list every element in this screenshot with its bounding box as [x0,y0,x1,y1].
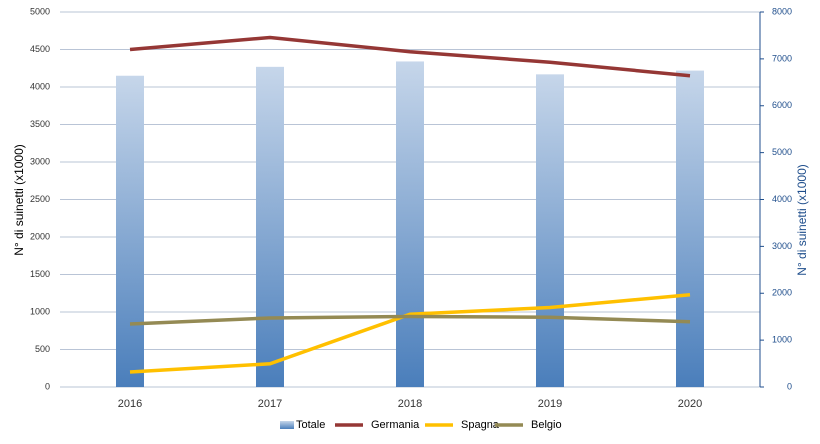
legend-label: Germania [371,419,420,431]
y2-tick-label: 6000 [772,100,792,110]
y-tick-label: 4500 [30,44,50,54]
bar [256,66,284,387]
legend-label: Spagna [461,419,500,431]
y-tick-label: 1500 [30,269,50,279]
legend-label: Totale [296,419,325,431]
y2-tick-label: 2000 [772,288,792,298]
x-tick-label: 2017 [258,398,282,410]
legend-swatch [280,421,294,429]
y-tick-label: 2000 [30,231,50,241]
y-tick-label: 0 [45,381,50,391]
y-tick-label: 2500 [30,194,50,204]
y-tick-label: 3000 [30,156,50,166]
bar [536,74,564,387]
y2-tick-label: 1000 [772,335,792,345]
line [129,293,691,374]
bar [116,75,144,387]
y2-tick-label: 4000 [772,194,792,204]
y-axis-label: N° di suinetti (x1000) [12,144,26,256]
y-tick-label: 4000 [30,81,50,91]
x-tick-label: 2020 [678,398,702,410]
y-tick-label: 500 [35,344,50,354]
y-tick-label: 1000 [30,306,50,316]
y2-tick-label: 7000 [772,53,792,63]
bar [396,61,424,387]
legend-label: Belgio [531,419,562,431]
line [129,314,691,326]
line [129,35,691,78]
y-tick-label: 3500 [30,119,50,129]
y-tick-label: 5000 [30,6,50,16]
y2-axis-label: N° di suinetti (x1000) [795,164,809,276]
x-tick-label: 2019 [538,398,562,410]
y2-tick-label: 3000 [772,241,792,251]
y2-tick-label: 8000 [772,6,792,16]
y2-tick-label: 5000 [772,147,792,157]
x-tick-label: 2016 [118,398,142,410]
y2-tick-label: 0 [787,381,792,391]
bar [676,70,704,387]
x-tick-label: 2018 [398,398,422,410]
